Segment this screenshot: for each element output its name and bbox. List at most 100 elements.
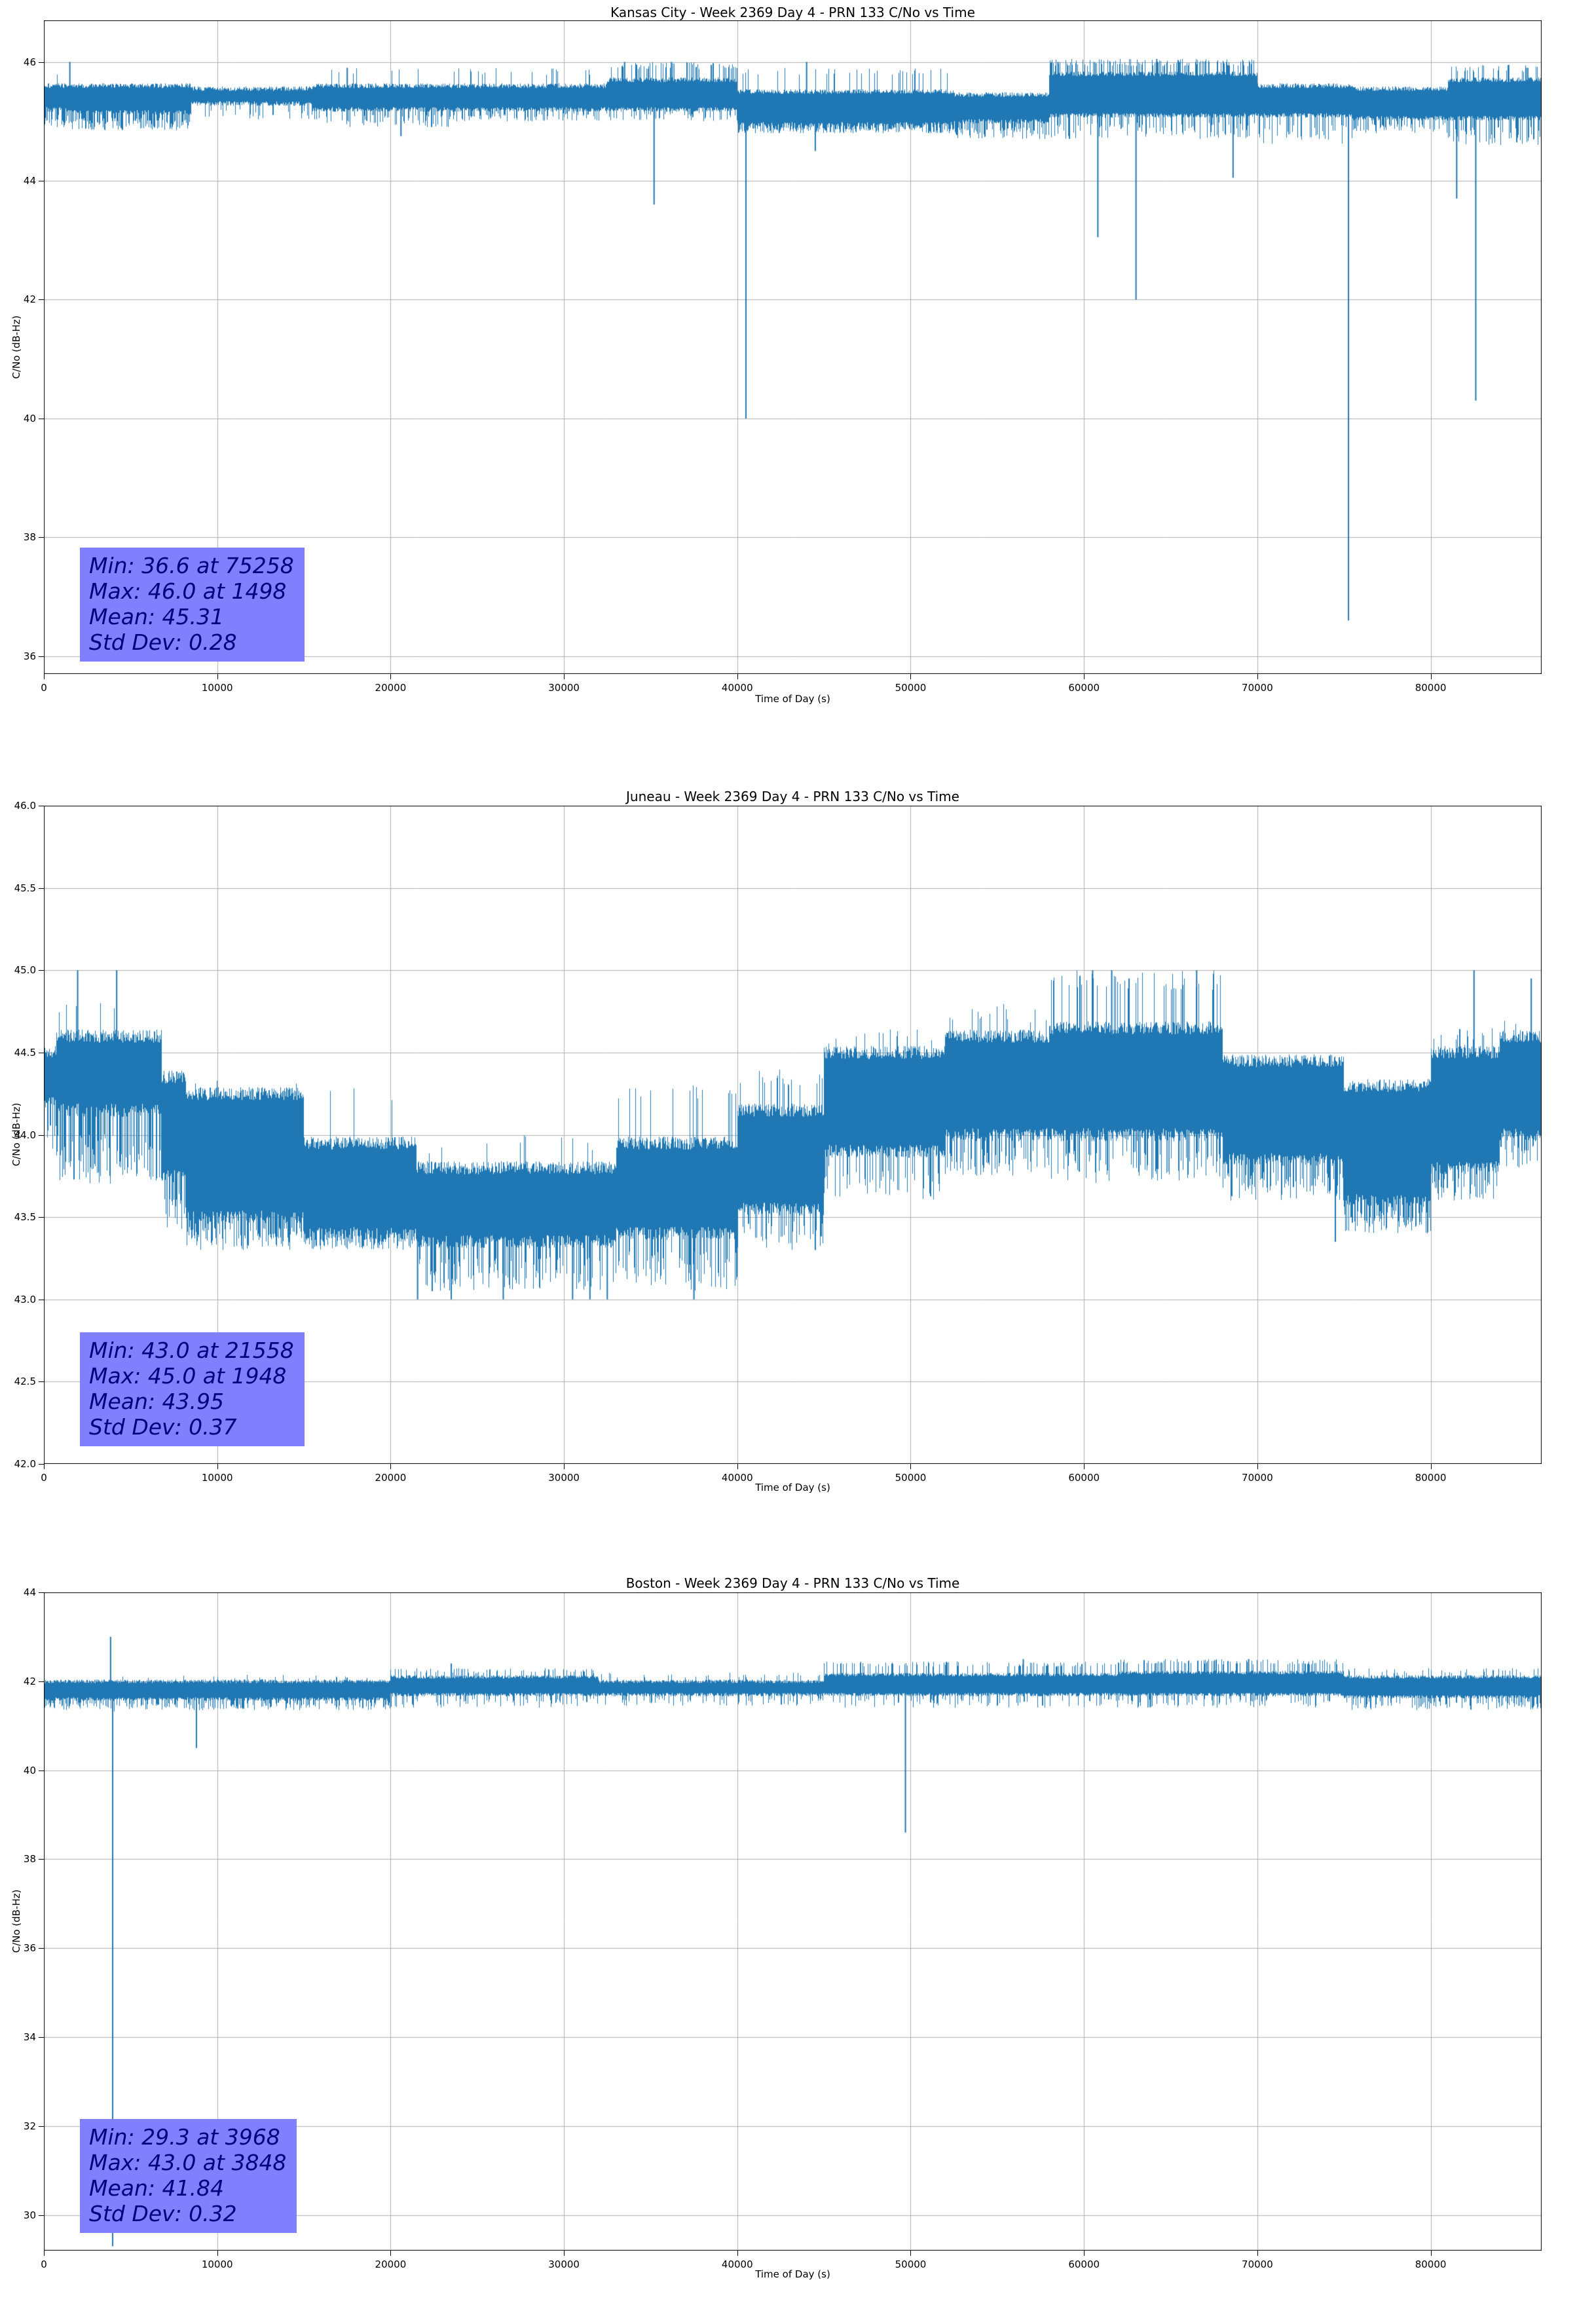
y-tick-mark xyxy=(39,656,44,657)
y-tick-label: 45.5 xyxy=(14,882,36,894)
x-tick-label: 10000 xyxy=(201,1472,233,1484)
x-tick-mark xyxy=(737,674,738,679)
stat-min: Min: 36.6 at 75258 xyxy=(89,553,294,578)
y-tick-label: 34 xyxy=(23,2031,36,2044)
y-tick-label: 42.5 xyxy=(14,1376,36,1388)
x-tick-mark xyxy=(1084,1464,1085,1469)
y-tick-label: 40 xyxy=(23,1764,36,1776)
y-tick-mark xyxy=(39,1948,44,1949)
y-tick-label: 43.5 xyxy=(14,1211,36,1224)
y-axis-label: C/No (dB-Hz) xyxy=(10,315,22,379)
y-tick-mark xyxy=(39,970,44,971)
y-tick-label: 42.0 xyxy=(14,1458,36,1470)
x-tick-label: 60000 xyxy=(1068,682,1100,694)
x-tick-label: 10000 xyxy=(201,682,233,694)
stat-stddev: Std Dev: 0.37 xyxy=(89,1414,237,1440)
stats-annotation: Min: 29.3 at 3968 Max: 43.0 at 3848 Mean… xyxy=(80,2119,297,2233)
y-axis-label: C/No (dB-Hz) xyxy=(10,1889,22,1953)
x-tick-mark xyxy=(737,1464,738,1469)
stat-max: Max: 43.0 at 3848 xyxy=(89,2150,287,2175)
y-tick-label: 44 xyxy=(23,174,36,187)
x-tick-mark xyxy=(1431,1464,1432,1469)
x-tick-label: 80000 xyxy=(1415,1472,1447,1484)
plot-area: Min: 43.0 at 21558 Max: 45.0 at 1948 Mea… xyxy=(14,800,1542,1484)
y-tick-mark xyxy=(39,2126,44,2127)
x-tick-mark xyxy=(564,674,565,679)
x-tick-mark xyxy=(217,674,218,679)
y-tick-mark xyxy=(39,1592,44,1593)
stat-max: Max: 46.0 at 1498 xyxy=(89,578,287,604)
x-tick-mark xyxy=(737,2251,738,2256)
x-tick-mark xyxy=(390,1464,391,1469)
x-tick-label: 30000 xyxy=(548,2258,580,2270)
x-tick-label: 80000 xyxy=(1415,682,1447,694)
y-tick-label: 32 xyxy=(23,2120,36,2132)
x-tick-label: 60000 xyxy=(1068,2258,1100,2270)
x-tick-mark xyxy=(910,674,911,679)
x-tick-mark xyxy=(1084,2251,1085,2256)
x-axis-label: Time of Day (s) xyxy=(755,693,830,705)
y-tick-mark xyxy=(39,1217,44,1218)
stats-annotation: Min: 36.6 at 75258 Max: 46.0 at 1498 Mea… xyxy=(80,548,305,662)
stat-stddev: Std Dev: 0.28 xyxy=(89,629,237,655)
y-tick-label: 42 xyxy=(23,1675,36,1687)
x-tick-label: 60000 xyxy=(1068,1472,1100,1484)
y-tick-mark xyxy=(39,1859,44,1860)
y-tick-mark xyxy=(39,537,44,538)
x-tick-mark xyxy=(390,674,391,679)
x-tick-label: 40000 xyxy=(721,682,753,694)
y-tick-mark xyxy=(39,1681,44,1682)
x-tick-label: 0 xyxy=(41,2258,47,2270)
x-tick-label: 70000 xyxy=(1242,2258,1273,2270)
x-tick-mark xyxy=(44,1464,45,1469)
x-tick-mark xyxy=(44,2251,45,2256)
stat-stddev: Std Dev: 0.32 xyxy=(89,2201,237,2226)
y-tick-label: 46 xyxy=(23,56,36,68)
x-tick-mark xyxy=(910,1464,911,1469)
x-tick-mark xyxy=(564,2251,565,2256)
plot-area: Min: 36.6 at 75258 Max: 46.0 at 1498 Mea… xyxy=(24,20,1542,694)
x-tick-mark xyxy=(1257,2251,1258,2256)
y-tick-mark xyxy=(39,888,44,889)
stat-min: Min: 29.3 at 3968 xyxy=(89,2124,280,2150)
y-tick-label: 44 xyxy=(23,1586,36,1598)
x-tick-mark xyxy=(44,674,45,679)
x-tick-mark xyxy=(1431,2251,1432,2256)
y-tick-label: 36 xyxy=(23,1942,36,1955)
x-tick-label: 20000 xyxy=(375,2258,407,2270)
x-tick-mark xyxy=(217,2251,218,2256)
x-tick-label: 50000 xyxy=(895,1472,927,1484)
x-tick-label: 0 xyxy=(41,682,47,694)
y-tick-label: 43.0 xyxy=(14,1293,36,1305)
y-tick-label: 46.0 xyxy=(14,800,36,812)
x-tick-mark xyxy=(1257,674,1258,679)
y-tick-label: 30 xyxy=(23,2209,36,2221)
x-tick-label: 30000 xyxy=(548,1472,580,1484)
chart-title: Boston - Week 2369 Day 4 - PRN 133 C/No … xyxy=(625,1575,960,1591)
x-tick-mark xyxy=(564,1464,565,1469)
x-tick-mark xyxy=(390,2251,391,2256)
x-tick-label: 40000 xyxy=(721,2258,753,2270)
x-tick-label: 70000 xyxy=(1242,1472,1273,1484)
y-tick-label: 38 xyxy=(23,1853,36,1865)
x-tick-mark xyxy=(1431,674,1432,679)
x-tick-mark xyxy=(1257,1464,1258,1469)
chart-title: Kansas City - Week 2369 Day 4 - PRN 133 … xyxy=(610,5,975,20)
x-tick-mark xyxy=(1084,674,1085,679)
x-tick-label: 20000 xyxy=(375,1472,407,1484)
x-tick-label: 0 xyxy=(41,1472,47,1484)
x-tick-label: 40000 xyxy=(721,1472,753,1484)
y-tick-label: 42 xyxy=(23,293,36,306)
plot-area: Min: 29.3 at 3968 Max: 43.0 at 3848 Mean… xyxy=(24,1586,1542,2270)
stats-annotation: Min: 43.0 at 21558 Max: 45.0 at 1948 Mea… xyxy=(80,1332,305,1446)
y-tick-label: 40 xyxy=(23,412,36,424)
x-tick-label: 10000 xyxy=(201,2258,233,2270)
y-tick-mark xyxy=(39,2037,44,2038)
y-tick-label: 45.0 xyxy=(14,964,36,977)
chart-title: Juneau - Week 2369 Day 4 - PRN 133 C/No … xyxy=(626,789,959,804)
y-tick-mark xyxy=(39,1381,44,1382)
x-tick-label: 50000 xyxy=(895,2258,927,2270)
x-axis-label: Time of Day (s) xyxy=(755,1482,830,1493)
y-tick-mark xyxy=(39,1135,44,1136)
y-tick-label: 44.5 xyxy=(14,1046,36,1059)
